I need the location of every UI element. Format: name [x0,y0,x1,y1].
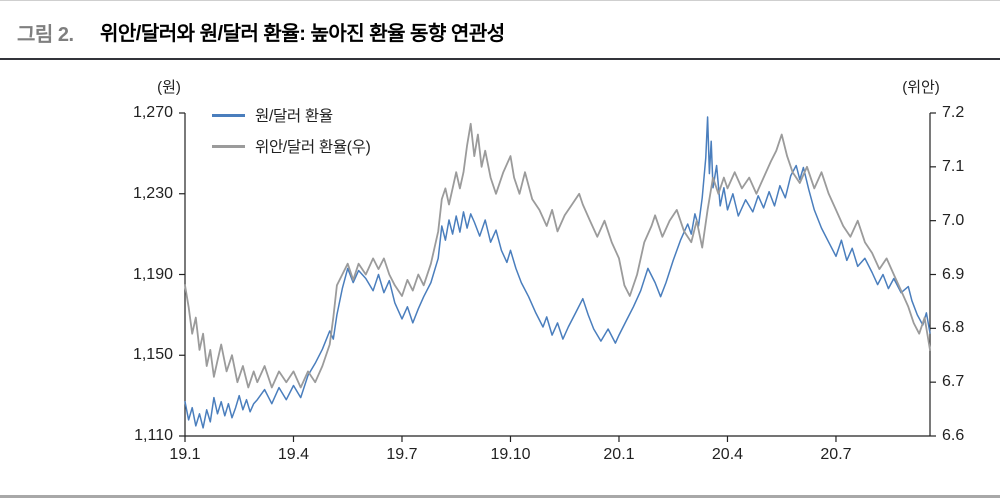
x-axis-tick-label: 20.7 [820,446,852,463]
left-axis-tick-label: 1,110 [134,427,173,444]
legend-item-krw-usd: 원/달러 환율 [212,104,370,126]
left-axis-tick-label: 1,150 [132,346,173,364]
right-axis-tick-label: 6.7 [942,373,965,391]
left-axis-tick-label: 1,190 [132,265,173,283]
x-axis-tick-label: 19.10 [490,446,531,463]
left-axis-tick-label: 1,270 [132,104,173,121]
plot-area [179,112,936,442]
series-line-krw [184,116,931,429]
legend-line-swatch-krw [212,113,245,117]
right-axis-unit-label: (위안) [902,79,940,96]
right-axis-tick-label: 7.0 [942,211,965,229]
left-axis-tick-label: 1,230 [132,184,173,202]
legend-item-cny-usd: 위안/달러 환율(우) [212,135,371,157]
figure-header: 그림 2. 위안/달러와 원/달러 환율: 높아진 환율 동향 연관성 [0,1,1000,60]
left-axis-unit-label: (원) [157,79,181,96]
x-axis-tick-label: 20.1 [603,446,635,463]
right-axis-tick-label: 6.8 [942,319,965,337]
x-axis-tick-label: 19.1 [169,446,201,463]
right-axis-tick-label: 6.6 [942,427,965,444]
right-axis-tick-label: 7.1 [942,157,965,175]
chart-legend: 원/달러 환율 위안/달러 환율(우) [212,104,371,166]
x-axis-tick-label: 19.7 [386,446,418,463]
figure-title: 위안/달러와 원/달러 환율: 높아진 환율 동향 연관성 [100,23,505,45]
series-line-cny [184,122,931,389]
figure-bottom-rule [0,495,1000,498]
figure-number: 그림 2. [17,24,74,46]
x-axis-tick-label: 20.4 [711,446,744,463]
exchange-rate-chart: (원) (위안) 1,110 1,150 1,190 1,230 1,270 6.6 6.7… [0,62,1000,489]
legend-label-krw: 원/달러 환율 [255,108,333,125]
right-axis-tick-label: 7.2 [942,104,965,121]
right-axis-tick-label: 6.9 [942,265,965,283]
legend-label-cny: 위안/달러 환율(우) [255,139,371,156]
x-axis-tick-label: 19.4 [277,446,310,463]
legend-line-swatch-cny [212,144,245,148]
